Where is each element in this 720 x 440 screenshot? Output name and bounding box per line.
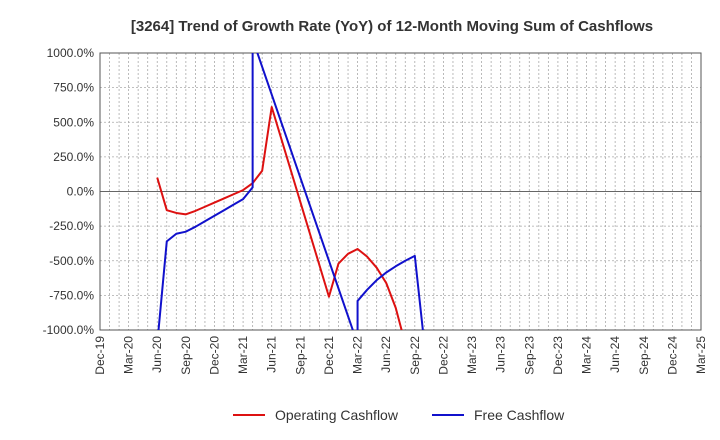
x-tick-label: Dec-22 <box>436 336 450 375</box>
y-tick-label: -500.0% <box>49 254 94 268</box>
legend-item: Free Cashflow <box>432 407 565 423</box>
x-tick-label: Sep-23 <box>522 336 536 375</box>
x-tick-label: Jun-24 <box>608 336 622 373</box>
y-tick-label: -250.0% <box>49 219 94 233</box>
x-tick-label: Sep-24 <box>637 336 651 375</box>
y-tick-label: 0.0% <box>67 185 95 199</box>
y-tick-label: -750.0% <box>49 288 94 302</box>
x-tick-label: Jun-22 <box>379 336 393 373</box>
grid <box>99 52 702 331</box>
x-tick-label: Sep-22 <box>408 336 422 375</box>
x-tick-label: Sep-21 <box>293 336 307 375</box>
legend-label: Operating Cashflow <box>275 407 399 423</box>
x-tick-label: Dec-19 <box>93 336 107 375</box>
y-tick-label: 750.0% <box>53 81 94 95</box>
x-tick-label: Jun-20 <box>150 336 164 373</box>
x-tick-label: Dec-24 <box>665 336 679 375</box>
x-tick-label: Mar-24 <box>580 336 594 374</box>
legend-label: Free Cashflow <box>474 407 565 423</box>
y-tick-label: 500.0% <box>53 115 94 129</box>
x-tick-label: Jun-23 <box>494 336 508 373</box>
legend: Operating Cashflow Free Cashflow <box>233 407 565 423</box>
plot-area <box>156 53 424 330</box>
x-tick-label: Dec-20 <box>207 336 221 375</box>
x-tick-label: Jun-21 <box>265 336 279 373</box>
y-tick-label: 1000.0% <box>47 46 95 60</box>
x-tick-label: Mar-20 <box>122 336 136 374</box>
x-tick-label: Mar-23 <box>465 336 479 374</box>
x-tick-label: Mar-21 <box>236 336 250 374</box>
series-line-free-cashflow <box>157 53 424 330</box>
x-tick-label: Mar-25 <box>694 336 708 374</box>
y-tick-label: 250.0% <box>53 150 94 164</box>
x-tick-label: Dec-21 <box>322 336 336 375</box>
series-line-operating-cashflow <box>156 106 403 330</box>
x-tick-label: Dec-23 <box>551 336 565 375</box>
x-tick-label: Sep-20 <box>179 336 193 375</box>
axes: -1000.0% -750.0% -500.0% -250.0% 0.0% 250.0% 5… <box>43 46 708 375</box>
x-tick-label: Mar-22 <box>351 336 365 374</box>
y-tick-label: -1000.0% <box>43 323 95 337</box>
chart-title: [3264] Trend of Growth Rate (YoY) of 12-… <box>131 18 653 35</box>
plot-frame <box>99 52 702 331</box>
legend-item: Operating Cashflow <box>233 407 399 423</box>
